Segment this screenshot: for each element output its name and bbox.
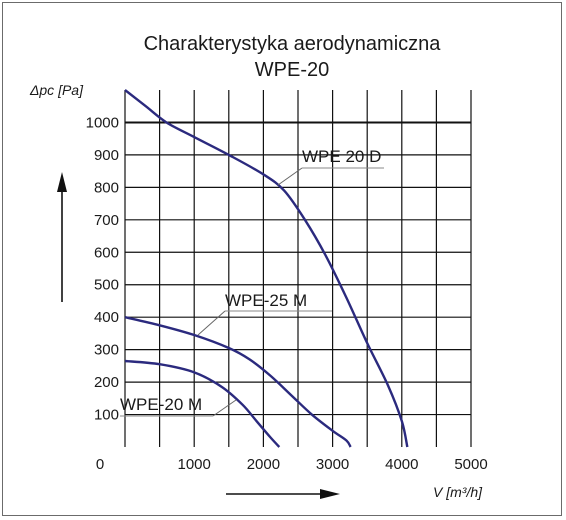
y-axis-label: Δpc [Pa] xyxy=(29,82,84,98)
y-tick-label: 800 xyxy=(94,179,119,196)
series-leader-line xyxy=(277,167,303,186)
y-tick-label: 300 xyxy=(94,342,119,359)
x-tick-label: 0 xyxy=(96,456,104,473)
series-label: WPE 20 D xyxy=(302,147,381,166)
x-tick-label: 1000 xyxy=(178,456,211,473)
y-direction-arrow-head xyxy=(57,172,67,192)
tick-labels: 100 200 300 400 500 600 700 800 900 1000 0 1000 2000… xyxy=(86,114,488,473)
chart-title: Charakterystyka aerodynamiczna xyxy=(144,33,442,55)
chart-subtitle: WPE-20 xyxy=(255,59,329,81)
grid xyxy=(124,90,472,447)
y-tick-label: 100 xyxy=(94,407,119,424)
series-line-2 xyxy=(124,359,281,448)
y-tick-label: 600 xyxy=(94,244,119,261)
x-axis-label: V [m³/h] xyxy=(433,484,483,500)
y-tick-label: 200 xyxy=(94,374,119,391)
y-tick-label: 500 xyxy=(94,277,119,294)
series-label: WPE-25 M xyxy=(225,291,307,310)
series-leader-line xyxy=(197,310,226,336)
x-tick-label: 3000 xyxy=(316,456,349,473)
x-direction-arrow-head xyxy=(320,489,340,499)
x-tick-label: 4000 xyxy=(385,456,418,473)
series-line-0 xyxy=(124,89,409,448)
y-tick-label: 1000 xyxy=(86,114,119,131)
x-tick-label: 2000 xyxy=(247,456,280,473)
series-line-1 xyxy=(124,316,352,448)
chart-frame xyxy=(2,2,562,516)
y-tick-label: 400 xyxy=(94,309,119,326)
series-leader-line xyxy=(212,399,237,417)
x-tick-label: 5000 xyxy=(454,456,487,473)
series-labels: WPE 20 D WPE-25 M WPE-20 M xyxy=(120,147,384,417)
series-label: WPE-20 M xyxy=(120,395,202,414)
series-lines xyxy=(124,89,409,448)
y-tick-label: 700 xyxy=(94,212,119,229)
y-tick-label: 900 xyxy=(94,147,119,164)
